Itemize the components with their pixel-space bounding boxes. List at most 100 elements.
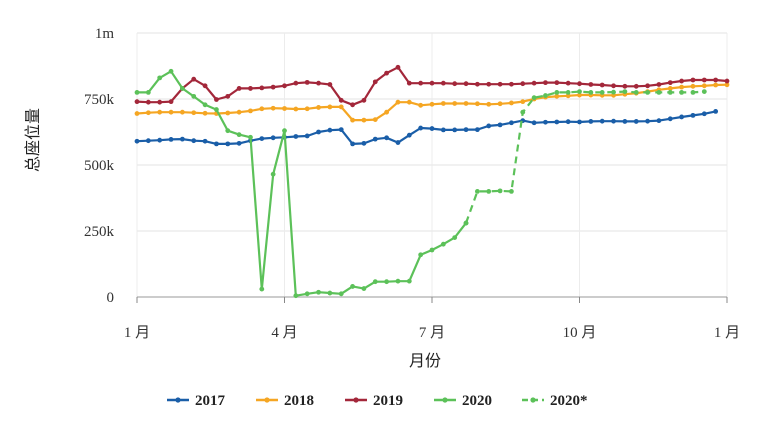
data-point (372, 79, 378, 85)
data-point (577, 119, 582, 125)
y-tick-label: 500k (84, 158, 115, 174)
data-point (418, 125, 424, 131)
data-point (486, 81, 492, 87)
data-point (157, 137, 163, 143)
data-point (622, 89, 628, 95)
data-point (236, 86, 242, 91)
data-point (191, 93, 197, 99)
data-point (214, 141, 219, 147)
data-point (713, 109, 719, 114)
data-point (225, 141, 231, 147)
data-point (270, 135, 276, 141)
series-line (136, 110, 716, 145)
data-point (577, 89, 582, 95)
data-point (327, 82, 333, 87)
data-point (565, 119, 571, 125)
data-point (157, 109, 163, 115)
data-point (191, 110, 197, 116)
y-axis-ticks: 0 250k 500k 750k 1m (84, 26, 115, 306)
y-tick-label: 0 (107, 290, 115, 306)
data-point (282, 83, 287, 89)
data-point (577, 92, 582, 98)
data-point (713, 77, 719, 83)
data-point (463, 220, 469, 226)
data-point (622, 83, 628, 89)
data-point (497, 101, 503, 107)
data-point (554, 93, 560, 99)
data-point (497, 81, 503, 87)
data-point (236, 109, 242, 115)
x-axis-title: 月份 (409, 351, 441, 370)
data-point (679, 90, 685, 95)
data-point (191, 76, 197, 82)
data-point (338, 291, 344, 297)
data-point (259, 136, 265, 142)
data-point (248, 86, 253, 91)
legend: 2017 2018 2019 2020 2020* (167, 393, 588, 409)
data-point (225, 93, 231, 99)
x-tick-label: 10 月 (563, 325, 597, 341)
data-point (611, 89, 616, 95)
data-point (463, 127, 469, 133)
data-point (191, 138, 197, 144)
series-2020 (134, 68, 469, 299)
data-point (701, 89, 707, 95)
data-point (679, 78, 685, 84)
data-point (554, 90, 560, 95)
data-point (179, 109, 185, 115)
legend-label: 2020 (462, 393, 492, 409)
data-point (565, 80, 571, 86)
y-axis-title: 总座位量 (23, 108, 42, 172)
data-point (690, 90, 696, 95)
data-point (656, 118, 662, 124)
legend-marker (353, 397, 359, 403)
data-point (565, 90, 571, 95)
y-tick-label: 750k (84, 92, 115, 108)
data-point (316, 129, 321, 135)
data-point (361, 97, 367, 103)
data-point (701, 83, 707, 89)
data-point (429, 247, 435, 253)
data-point (463, 81, 469, 87)
data-point (713, 82, 719, 88)
series-layer (134, 64, 730, 299)
data-point (304, 79, 310, 85)
data-point (645, 90, 650, 95)
legend-marker (264, 397, 270, 403)
data-point (599, 118, 605, 124)
data-point (667, 80, 673, 86)
data-point (145, 99, 151, 105)
legend-marker (442, 397, 448, 403)
data-point (202, 110, 208, 116)
data-point (236, 132, 242, 138)
data-point (554, 80, 560, 86)
series-line (464, 90, 705, 224)
series-2017 (134, 109, 719, 147)
data-point (531, 120, 537, 126)
data-point (350, 102, 355, 108)
legend-label: 2018 (284, 393, 314, 409)
data-point (236, 140, 242, 146)
data-point (248, 108, 253, 114)
data-point (406, 278, 412, 284)
data-point (509, 100, 514, 106)
data-point (452, 127, 458, 133)
x-tick-label: 7 月 (419, 325, 445, 341)
data-point (577, 81, 582, 87)
legend-item-2019: 2019 (345, 393, 403, 409)
x-tick-label: 1 月 (124, 325, 150, 341)
data-point (168, 99, 174, 105)
x-tick-label: 1 月 (714, 325, 740, 341)
data-point (316, 105, 321, 110)
data-point (520, 81, 526, 87)
data-point (282, 106, 287, 111)
data-point (248, 134, 253, 140)
legend-marker (530, 397, 536, 403)
data-point (463, 101, 469, 106)
data-point (384, 135, 390, 141)
data-point (520, 109, 526, 115)
data-point (440, 241, 446, 247)
data-point (157, 99, 163, 105)
data-point (599, 82, 605, 88)
series-2019 (134, 64, 730, 108)
